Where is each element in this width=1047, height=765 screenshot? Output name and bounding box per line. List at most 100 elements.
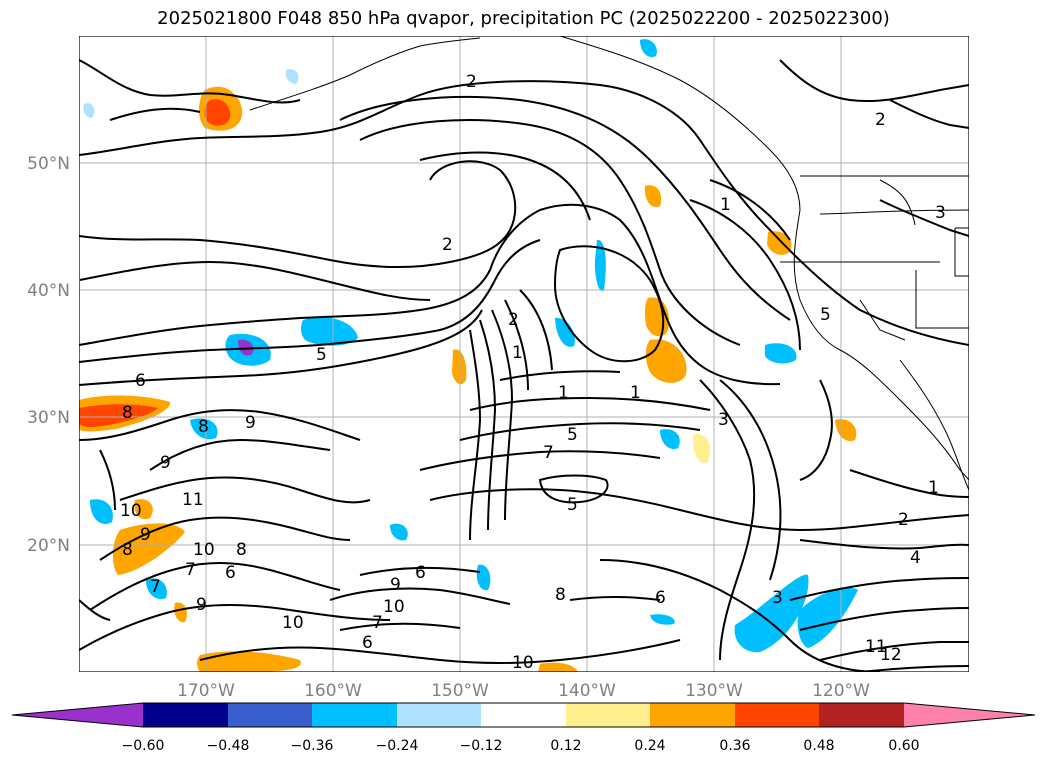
precip-patch	[692, 434, 711, 463]
contour-label: 7	[543, 443, 554, 463]
colorbar-segment	[228, 703, 312, 727]
colorbar-tick-label: −0.48	[207, 738, 250, 754]
precip-patch	[300, 317, 358, 346]
lat-label: 30°N	[27, 408, 70, 428]
contour-label: 1	[512, 343, 523, 363]
precip-patch	[452, 349, 467, 385]
longitude-labels: 170°W 160°W 150°W 140°W 130°W 120°W	[177, 681, 870, 701]
contour-labels: 2 1 2 3 3 2 1 5 6 8 9 8 9 11 10 9 8 10 8…	[120, 72, 946, 673]
contour-label: 10	[383, 597, 405, 617]
contour-label: 1	[928, 478, 939, 498]
lat-label: 20°N	[27, 536, 70, 556]
contour-label: 11	[182, 490, 204, 510]
contour-label: 9	[196, 595, 207, 615]
precip-patch	[594, 239, 606, 292]
map-panel: 2 1 2 3 3 2 1 5 6 8 9 8 9 11 10 9 8 10 8…	[79, 36, 969, 673]
contour-label: 5	[567, 425, 578, 445]
contour-label: 9	[245, 413, 256, 433]
contour-label: 3	[718, 410, 729, 430]
contour-label: 4	[910, 548, 921, 568]
precip-patch	[204, 99, 231, 126]
colorbar: −0.60 −0.48 −0.36 −0.24 −0.12 0.12 0.24 …	[11, 702, 1036, 754]
qvapor-contours	[79, 59, 969, 672]
precip-patch	[190, 418, 218, 440]
contour-label: 12	[880, 645, 902, 665]
precip-patch	[555, 317, 575, 347]
contour-label: 5	[316, 345, 327, 365]
colorbar-tick-label: −0.24	[376, 738, 419, 754]
lon-label: 130°W	[685, 681, 743, 701]
contour-label: 5	[567, 495, 578, 515]
precip-patch	[765, 343, 797, 364]
precip-patch	[835, 419, 857, 442]
colorbar-tick-label: −0.12	[460, 738, 503, 754]
contour-label: 3	[935, 203, 946, 223]
colorbar-segment	[650, 703, 735, 727]
latitude-labels: 50°N 40°N 30°N 20°N	[27, 154, 70, 556]
colorbar-tick-label: −0.60	[122, 738, 165, 754]
precip-patch	[538, 662, 578, 672]
contour-label: 1	[720, 195, 731, 215]
contour-label: 2	[442, 235, 453, 255]
precip-patch	[90, 499, 113, 524]
lon-label: 150°W	[431, 681, 489, 701]
contour-label: 6	[655, 588, 666, 608]
precip-patch	[197, 651, 301, 672]
colorbar-tick-label: −0.36	[291, 738, 334, 754]
contour-label: 3	[772, 588, 783, 608]
precip-patch	[645, 339, 687, 383]
precip-patch	[238, 339, 254, 356]
lon-label: 160°W	[304, 681, 362, 701]
precip-patch	[767, 231, 792, 255]
precip-patch	[644, 185, 662, 208]
contour-label: 8	[555, 585, 566, 605]
precip-patch	[390, 523, 408, 541]
colorbar-segment	[566, 703, 650, 727]
precip-patch	[660, 429, 680, 450]
contour-label: 7	[372, 613, 383, 633]
colorbar-segment	[735, 703, 819, 727]
contour-label: 6	[415, 563, 426, 583]
precip-patch	[146, 578, 167, 600]
contour-label: 10	[120, 501, 142, 521]
contour-label: 7	[150, 577, 161, 597]
lon-label: 170°W	[177, 681, 235, 701]
contour-label: 7	[185, 560, 196, 580]
contour-label: 6	[225, 563, 236, 583]
contour-label: 6	[362, 633, 373, 653]
contour-label: 10	[193, 540, 215, 560]
colorbar-extend-min	[12, 703, 143, 727]
contour-label: 6	[135, 371, 146, 391]
precip-patch	[640, 39, 657, 58]
contour-label: 5	[820, 305, 831, 325]
precip-patch	[650, 614, 675, 625]
colorbar-segment	[312, 703, 397, 727]
contour-label: 9	[140, 525, 151, 545]
contour-label: 9	[160, 453, 171, 473]
colorbar-segment	[143, 703, 228, 727]
precip-patch	[797, 587, 858, 648]
precip-negative-areas	[83, 39, 858, 653]
contour-label: 8	[198, 417, 209, 437]
contour-label: 10	[282, 613, 304, 633]
colorbar-tick-label: 0.48	[803, 738, 834, 754]
colorbar-tick-label: 0.24	[634, 738, 665, 754]
contour-label: 9	[390, 575, 401, 595]
coastlines	[249, 36, 969, 491]
colorbar-tick-label: 0.12	[550, 738, 581, 754]
graticule	[79, 36, 969, 672]
contour-label: 10	[512, 653, 534, 673]
contour-label: 2	[508, 310, 519, 330]
colorbar-segment	[481, 703, 566, 727]
precip-patch	[285, 69, 299, 84]
contour-label: 8	[236, 540, 247, 560]
precip-patch	[174, 602, 187, 623]
precip-patch	[83, 103, 95, 118]
lat-label: 40°N	[27, 281, 70, 301]
contour-label: 2	[466, 72, 477, 92]
precip-patch	[734, 574, 809, 653]
contour-label: 1	[630, 383, 641, 403]
precip-patch	[79, 404, 158, 428]
lon-label: 140°W	[558, 681, 616, 701]
